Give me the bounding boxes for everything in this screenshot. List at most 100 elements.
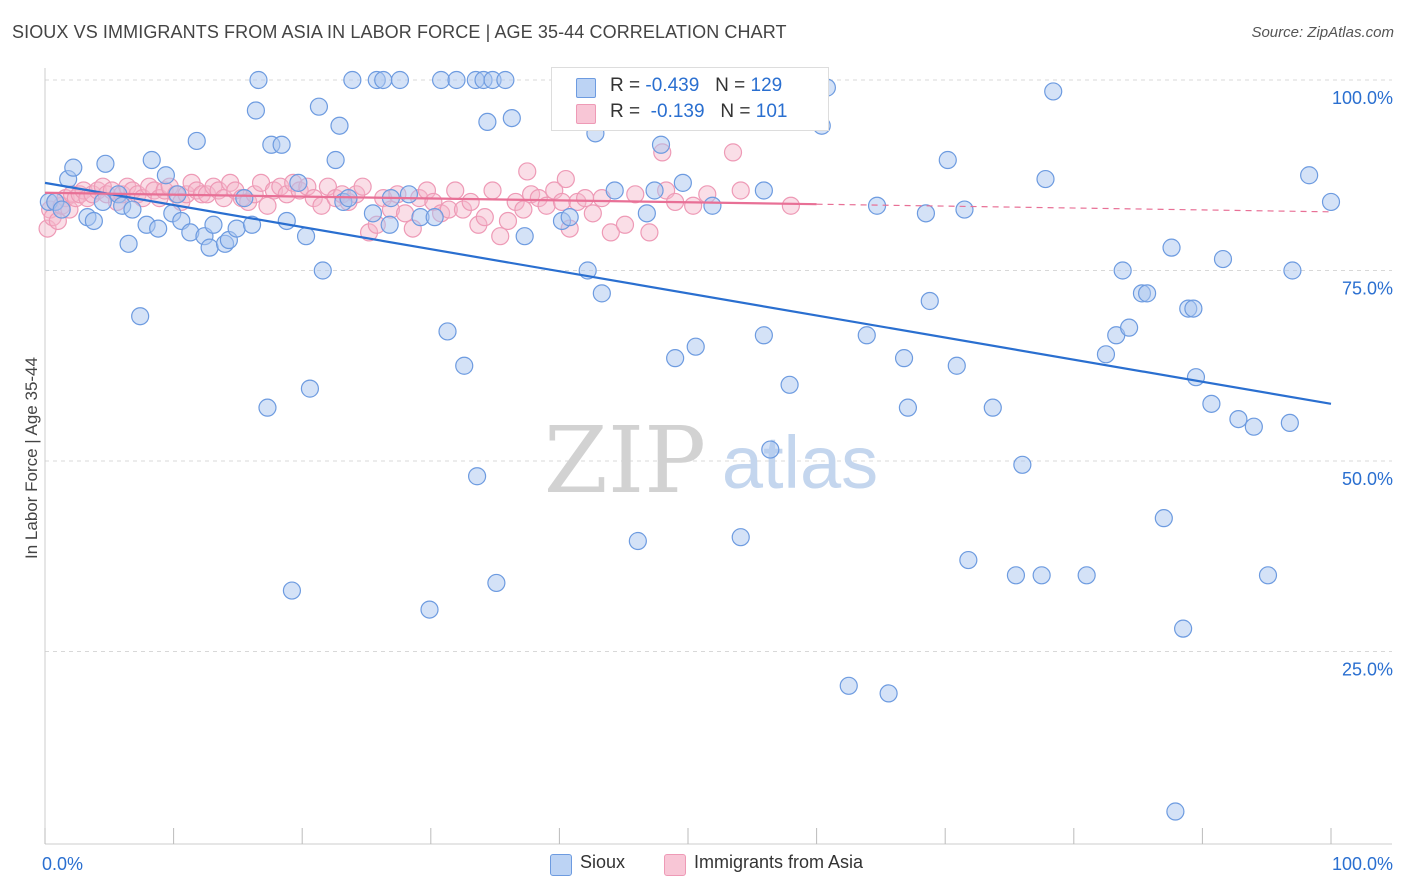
- y-tick-label: 75.0%: [1342, 279, 1393, 299]
- sioux-point: [1283, 261, 1302, 280]
- asia-point: [518, 162, 537, 181]
- asia-point: [469, 215, 488, 234]
- sioux-point: [959, 550, 978, 570]
- sioux-point: [1202, 394, 1221, 413]
- sioux-point: [84, 211, 103, 231]
- sioux-point: [898, 398, 918, 417]
- sioux-point: [1244, 417, 1263, 436]
- sioux-point: [156, 166, 175, 185]
- sioux-point: [390, 70, 410, 90]
- sioux-point: [309, 97, 329, 116]
- sioux-point: [754, 181, 773, 200]
- asia-point: [491, 227, 510, 246]
- sioux-point: [731, 528, 750, 547]
- asia-point: [498, 211, 518, 231]
- asia-swatch: [576, 104, 596, 124]
- asia-point: [556, 169, 575, 189]
- chart-title: SIOUX VS IMMIGRANTS FROM ASIA IN LABOR F…: [12, 22, 787, 42]
- asia-point: [38, 219, 57, 238]
- asia-point: [258, 196, 277, 215]
- asia-point: [552, 192, 572, 212]
- asia-point: [506, 192, 525, 212]
- sioux-point: [380, 215, 399, 234]
- sioux-point: [673, 173, 692, 192]
- axes: [44, 68, 1392, 845]
- y-tick-label: 100.0%: [1332, 88, 1393, 108]
- watermark-atlas: atlas: [722, 421, 878, 504]
- sioux-point: [955, 200, 974, 219]
- sioux-point: [1213, 249, 1233, 269]
- sioux-point: [780, 375, 799, 394]
- sioux-point: [560, 208, 579, 227]
- asia-point: [731, 181, 750, 200]
- sioux-point: [242, 215, 262, 234]
- sioux-point: [502, 108, 521, 128]
- sioux-point: [93, 192, 112, 212]
- sioux-point: [300, 379, 320, 398]
- sioux-point: [1154, 509, 1173, 528]
- sioux-point: [1119, 318, 1139, 337]
- sioux-point: [374, 70, 393, 90]
- y-tick-label: 50.0%: [1342, 469, 1393, 489]
- sioux-point: [754, 326, 773, 345]
- sioux-point: [282, 581, 302, 600]
- sioux-n-value: 129: [750, 75, 783, 96]
- sioux-point: [637, 204, 656, 223]
- sioux-point: [1077, 566, 1096, 585]
- sioux-point: [258, 398, 277, 417]
- sioux-point: [289, 173, 308, 192]
- stats-legend: R = -0.439 N = 129 R = -0.139 N = 101: [551, 67, 829, 131]
- asia-r-value: -0.139: [650, 101, 705, 122]
- sioux-point: [438, 322, 457, 341]
- x-tick-label: 100.0%: [1332, 854, 1393, 874]
- asia-n-value: 101: [755, 101, 788, 122]
- sioux-point: [920, 291, 939, 311]
- sioux-point: [478, 112, 497, 132]
- x-tick-label: 0.0%: [42, 854, 83, 874]
- sioux-point: [515, 227, 534, 246]
- asia-point: [781, 196, 800, 215]
- sioux-point: [487, 573, 506, 593]
- asia-point: [453, 200, 473, 219]
- sioux-points: [39, 70, 1341, 821]
- y-tick-label: 25.0%: [1342, 660, 1393, 680]
- sioux-point: [296, 227, 316, 246]
- y-axis-label: In Labor Force | Age 35-44: [22, 357, 41, 559]
- grid-lines: [45, 79, 1392, 652]
- sioux-point: [1162, 238, 1181, 257]
- sioux-point: [1044, 82, 1063, 101]
- asia-point: [684, 196, 703, 215]
- sioux-point: [277, 211, 296, 231]
- x-tick-labels: 0.0% 100.0%: [42, 854, 1393, 874]
- sioux-point: [363, 204, 383, 223]
- sioux-point: [686, 337, 705, 356]
- watermark: ZIP atlas: [544, 407, 878, 514]
- sioux-point: [330, 116, 349, 135]
- sioux-point: [496, 70, 515, 90]
- trend-lines: [44, 181, 1332, 405]
- sioux-point: [420, 600, 439, 619]
- sioux-point: [447, 70, 466, 90]
- sioux-point: [645, 181, 664, 200]
- sioux-legend-swatch: [550, 854, 572, 876]
- sioux-point: [131, 307, 150, 326]
- asia-point: [723, 143, 743, 162]
- sioux-point: [467, 467, 487, 486]
- sioux-point: [1138, 284, 1157, 303]
- legend-text-asia: R = -0.139 N = 101: [610, 101, 788, 122]
- sioux-point: [1166, 802, 1185, 821]
- sioux-point: [894, 349, 914, 368]
- sioux-point: [1113, 261, 1132, 280]
- source-credit: Source: ZipAtlas.com: [1251, 24, 1394, 41]
- asia-point: [483, 181, 502, 200]
- sioux-point: [431, 70, 451, 90]
- sioux-trend-line: [44, 181, 1332, 405]
- sioux-point: [52, 200, 71, 219]
- asia-point: [537, 196, 556, 215]
- sioux-legend-label: Sioux: [580, 852, 626, 872]
- sioux-point: [703, 196, 722, 215]
- asia-point: [576, 189, 595, 208]
- sioux-point: [761, 440, 780, 459]
- sioux-point: [605, 181, 624, 200]
